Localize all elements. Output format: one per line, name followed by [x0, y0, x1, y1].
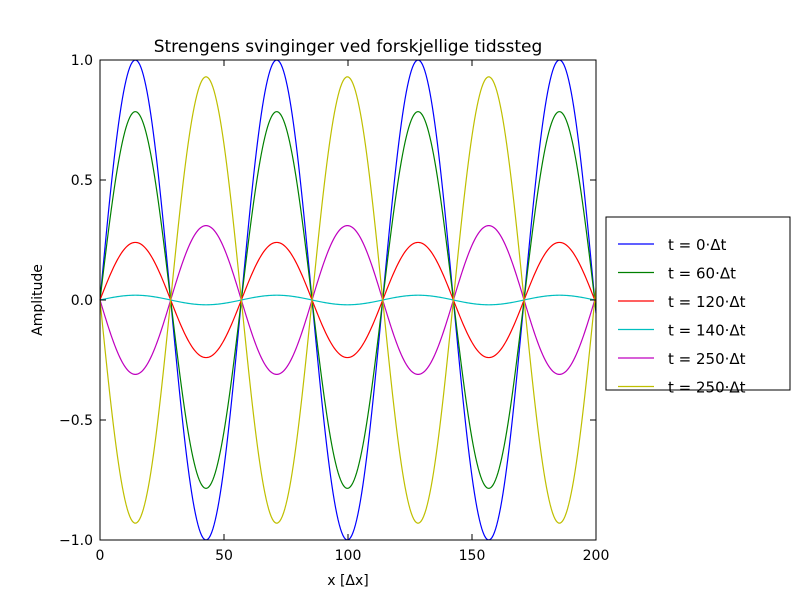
tick-layer: 0 50 100 150 200 −1.0 −0.5 0.0 0.5 1.0 [59, 53, 609, 564]
x-axis-label: x [Δx] [327, 573, 369, 589]
y-tick-label: −0.5 [59, 413, 93, 429]
x-tick-label: 50 [215, 548, 233, 564]
y-tick-label: 1.0 [71, 53, 93, 69]
legend-label-4: t = 250·Δt [668, 350, 746, 368]
x-tick-label: 150 [459, 548, 486, 564]
chart-title: Strengens svinginger ved forskjellige ti… [154, 37, 543, 57]
legend-label-1: t = 60·Δt [668, 265, 736, 283]
series-line-1 [99, 111, 597, 489]
series-line-5 [99, 76, 597, 524]
series-line-2 [99, 241, 597, 359]
series-layer [99, 59, 597, 541]
legend-label-5: t = 250·Δt [668, 379, 746, 397]
legend-label-0: t = 0·Δt [668, 236, 727, 254]
series-line-3 [99, 294, 597, 306]
x-tick-label: 100 [335, 548, 362, 564]
x-tick-label: 0 [96, 548, 105, 564]
legend-label-2: t = 120·Δt [668, 293, 746, 311]
plot-area: 0 50 100 150 200 −1.0 −0.5 0.0 0.5 1.0 [59, 53, 609, 564]
y-axis-label: Amplitude [30, 264, 46, 336]
legend: t = 0·Δt t = 60·Δt t = 120·Δt t = 140·Δt t =… [605, 216, 791, 397]
legend-items: t = 0·Δt t = 60·Δt t = 120·Δt t = 140·Δt t =… [618, 236, 746, 397]
y-tick-label: −1.0 [59, 533, 93, 549]
legend-frame [605, 216, 791, 391]
legend-label-3: t = 140·Δt [668, 322, 746, 340]
series-line-4 [99, 225, 597, 375]
x-tick-label: 200 [583, 548, 610, 564]
y-tick-label: 0.5 [71, 173, 93, 189]
y-tick-label: 0.0 [71, 293, 93, 309]
